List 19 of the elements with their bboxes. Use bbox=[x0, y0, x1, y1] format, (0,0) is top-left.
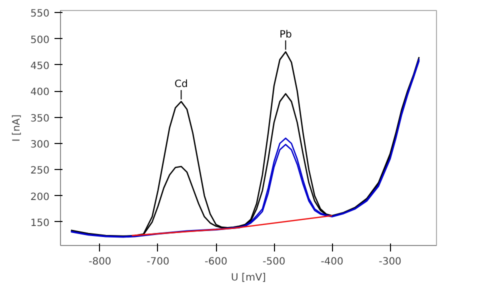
y-tick-label: 400 bbox=[30, 87, 50, 98]
x-tick-label: -700 bbox=[146, 256, 170, 268]
annotation: Pb bbox=[279, 29, 292, 40]
y-axis-title: I [nA] bbox=[11, 114, 22, 142]
y-tick-label: 350 bbox=[30, 113, 50, 124]
y-tick-label: 500 bbox=[30, 34, 50, 46]
x-tick-label: -500 bbox=[262, 256, 286, 268]
x-tick-label: -600 bbox=[204, 256, 228, 268]
x-tick-label: -800 bbox=[88, 256, 112, 268]
y-tick-label: 200 bbox=[30, 192, 50, 203]
annotation: Cd bbox=[174, 79, 188, 90]
x-axis-title: U [mV] bbox=[231, 272, 266, 284]
y-tick-label: 300 bbox=[30, 139, 50, 150]
y-tick-label: 250 bbox=[30, 166, 50, 177]
x-tick-label: -300 bbox=[378, 256, 402, 268]
y-tick-label: 150 bbox=[30, 218, 50, 229]
y-tick-label: 550 bbox=[30, 8, 50, 20]
y-tick-label: 450 bbox=[30, 60, 50, 72]
x-tick-label: -400 bbox=[320, 256, 344, 268]
